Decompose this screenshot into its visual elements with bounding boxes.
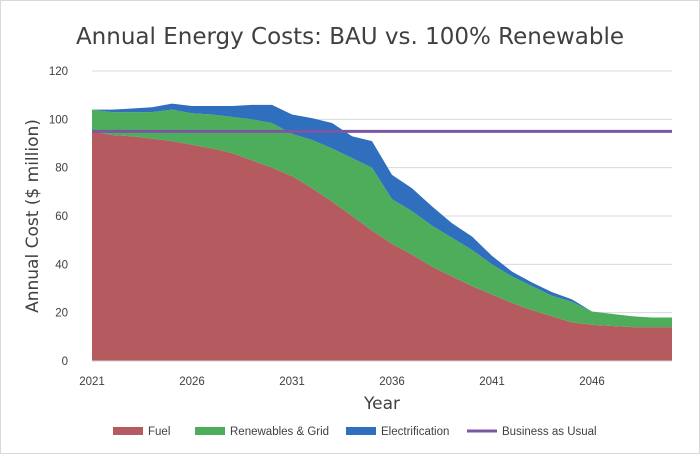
legend-swatch xyxy=(113,427,143,435)
y-tick-label: 100 xyxy=(49,114,68,126)
x-axis-title: Year xyxy=(363,394,400,414)
x-tick-label: 2046 xyxy=(579,376,605,388)
legend-swatch xyxy=(195,427,225,435)
x-tick-label: 2021 xyxy=(79,376,105,388)
y-tick-label: 80 xyxy=(55,163,68,175)
legend-label: Renewables & Grid xyxy=(230,426,329,438)
y-tick-label: 60 xyxy=(55,211,68,223)
chart-title: Annual Energy Costs: BAU vs. 100% Renewa… xyxy=(76,24,624,50)
y-axis-title: Annual Cost ($ million) xyxy=(23,119,43,313)
y-tick-label: 20 xyxy=(55,308,68,320)
y-tick-label: 120 xyxy=(49,66,68,78)
area-fuel xyxy=(92,131,672,361)
x-tick-label: 2036 xyxy=(379,376,405,388)
area-series xyxy=(92,103,672,361)
legend-swatch xyxy=(346,427,376,435)
y-tick-label: 0 xyxy=(62,356,68,368)
legend: Fuel Renewables & Grid Electrification Busi… xyxy=(113,426,597,438)
legend-label: Fuel xyxy=(148,426,170,438)
y-tick-label: 40 xyxy=(55,259,68,271)
x-tick-label: 2026 xyxy=(179,376,205,388)
x-tick-label: 2031 xyxy=(279,376,305,388)
y-axis-ticks: 0 20 40 60 80 100 120 xyxy=(49,66,68,368)
area-renewables-grid xyxy=(92,109,672,328)
x-tick-label: 2041 xyxy=(479,376,505,388)
x-axis-ticks: 2021 2026 2031 2036 2041 2046 xyxy=(79,376,605,388)
legend-label: Business as Usual xyxy=(502,426,597,438)
legend-label: Electrification xyxy=(381,426,449,438)
